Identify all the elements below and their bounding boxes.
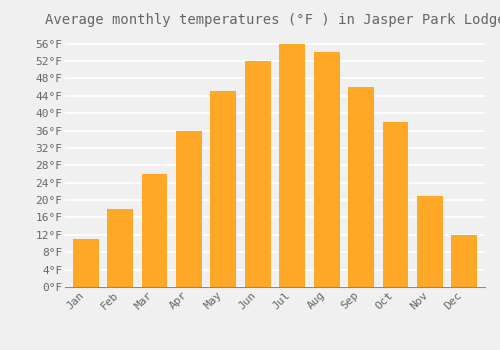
Bar xyxy=(245,61,270,287)
Bar xyxy=(176,131,202,287)
Bar xyxy=(382,122,408,287)
Bar xyxy=(452,235,477,287)
Bar xyxy=(348,87,374,287)
Bar xyxy=(107,209,133,287)
Bar xyxy=(142,174,168,287)
Bar xyxy=(72,239,99,287)
Bar xyxy=(210,91,236,287)
Title: Average monthly temperatures (°F ) in Jasper Park Lodge: Average monthly temperatures (°F ) in Ja… xyxy=(44,13,500,27)
Bar xyxy=(417,196,443,287)
Bar xyxy=(314,52,340,287)
Bar xyxy=(280,44,305,287)
